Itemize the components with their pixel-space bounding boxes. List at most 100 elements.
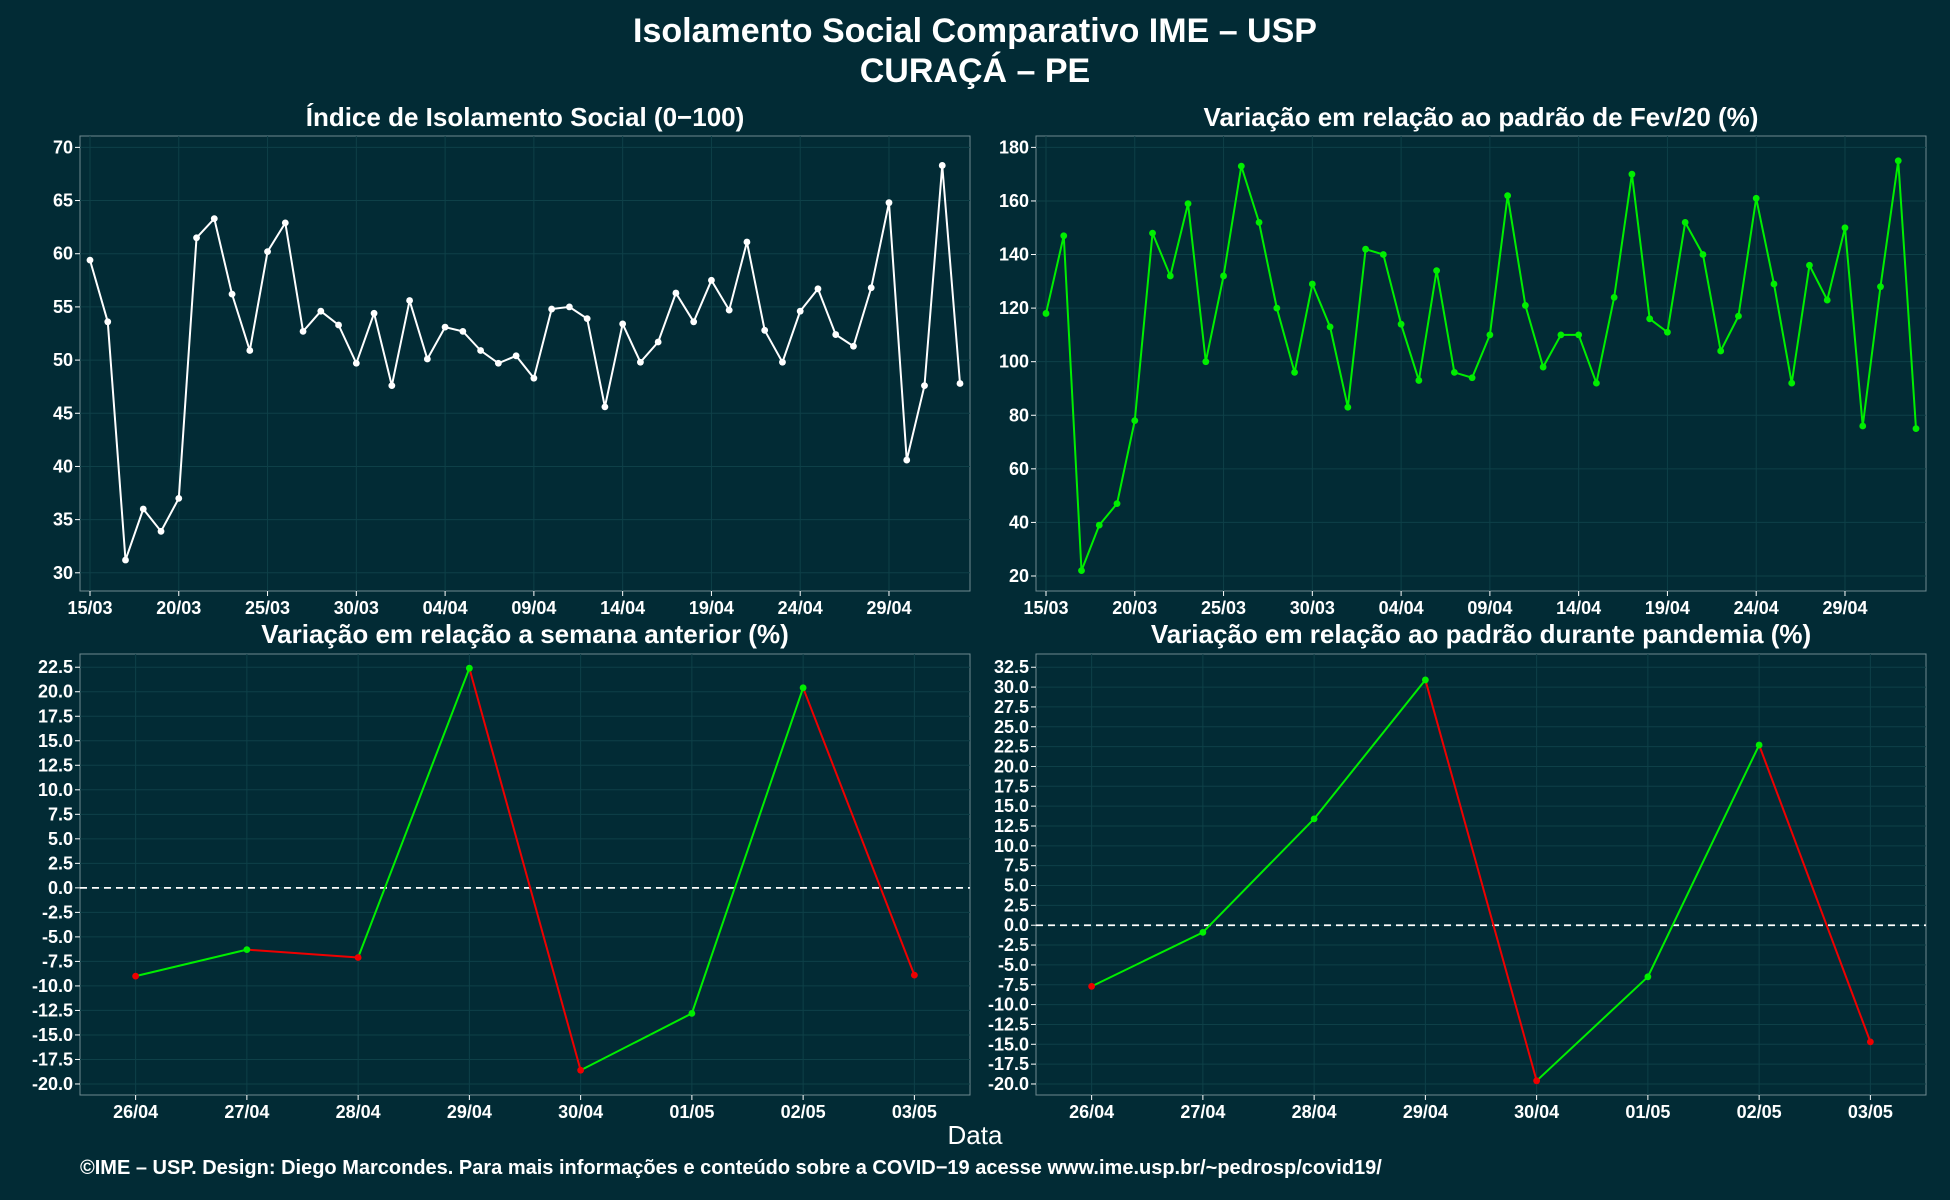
x-tick-label: 28/04: [1292, 1102, 1337, 1122]
y-tick-label: -7.5: [998, 975, 1029, 995]
data-point: [832, 331, 840, 338]
data-point: [1681, 218, 1689, 226]
data-point: [1866, 1038, 1874, 1046]
x-tick-label: 30/03: [334, 598, 379, 618]
plot-frame: [1035, 135, 1927, 592]
data-point: [1841, 224, 1849, 232]
y-tick-label: -10.0: [32, 976, 73, 996]
x-tick-label: 28/04: [336, 1102, 381, 1122]
data-point: [1533, 1077, 1541, 1085]
data-point: [867, 284, 875, 292]
panel-title-variation-feb20: Variação em relação ao padrão de Fev/20 …: [1203, 102, 1759, 132]
x-tick-label: 14/04: [1556, 598, 1601, 618]
data-point: [1199, 928, 1207, 936]
data-point: [86, 256, 94, 264]
data-point: [921, 382, 928, 390]
y-tick-label: 60: [1009, 459, 1029, 479]
x-tick-label: 25/03: [1201, 598, 1246, 618]
y-tick-label: 25.0: [994, 717, 1029, 737]
y-tick-label: 160: [999, 191, 1029, 211]
y-tick-label: 35: [53, 510, 73, 530]
data-point: [243, 946, 251, 954]
y-tick-label: 2.5: [1004, 895, 1029, 915]
y-tick-label: -17.5: [988, 1054, 1029, 1074]
rising-segment: [580, 1012, 693, 1072]
y-tick-label: 30.0: [994, 677, 1029, 697]
data-point: [1421, 676, 1429, 684]
y-tick-label: 2.5: [48, 853, 73, 873]
data-point: [1255, 218, 1263, 226]
data-point: [1060, 232, 1068, 240]
x-tick-label: 19/04: [689, 598, 734, 618]
data-point: [1735, 312, 1742, 320]
x-tick-label: 24/04: [778, 598, 823, 618]
data-point: [796, 307, 804, 315]
y-tick-label: 27.5: [994, 697, 1029, 717]
y-tick-label: 22.5: [38, 657, 73, 677]
plot-frame: [79, 653, 971, 1096]
x-tick-label: 04/04: [423, 598, 468, 618]
data-point: [1095, 521, 1103, 529]
y-tick-label: -2.5: [998, 935, 1029, 955]
y-tick-label: -12.5: [32, 1000, 73, 1020]
x-tick-label: 09/04: [1467, 598, 1512, 618]
data-point: [193, 234, 200, 242]
y-tick-label: -15.0: [32, 1025, 73, 1045]
data-point: [512, 352, 520, 360]
data-point: [1539, 363, 1547, 371]
y-tick-label: 12.5: [994, 816, 1029, 836]
x-tick-label: 09/04: [511, 598, 556, 618]
falling-segment: [802, 687, 916, 976]
y-tick-label: 140: [999, 245, 1029, 265]
y-tick-label: 50: [53, 350, 73, 370]
data-point: [104, 318, 112, 326]
y-tick-label: 15.0: [994, 796, 1029, 816]
falling-segment: [468, 667, 582, 1071]
panel-4: 26/04 27/04 28/04 29/04 30/04 01/05 02/05 03/05…: [988, 653, 1927, 1122]
chart-subtitle: CURAÇÁ – PE: [859, 52, 1091, 90]
data-point: [1344, 403, 1352, 411]
data-point: [1894, 157, 1902, 165]
data-point: [1717, 347, 1725, 355]
y-tick-label: 5.0: [1004, 876, 1029, 896]
data-point: [601, 403, 609, 411]
data-point: [1088, 982, 1096, 990]
data-point: [1504, 192, 1512, 199]
data-point: [157, 527, 165, 535]
x-tick-label: 19/04: [1645, 598, 1690, 618]
data-point: [779, 358, 786, 366]
rising-segment: [1091, 931, 1204, 988]
x-tick-label: 30/04: [558, 1102, 603, 1122]
data-point: [1877, 283, 1884, 291]
data-point: [352, 359, 360, 367]
data-point: [1415, 377, 1423, 384]
data-point: [494, 359, 502, 367]
x-tick-label: 01/05: [1625, 1102, 1670, 1122]
x-tick-label: 29/04: [447, 1102, 492, 1122]
data-point: [743, 238, 751, 246]
data-point: [1699, 251, 1707, 258]
data-point: [814, 285, 822, 293]
data-point: [903, 456, 911, 464]
data-point: [708, 276, 715, 284]
data-point: [1788, 379, 1796, 387]
data-point: [370, 309, 378, 317]
data-point: [441, 323, 449, 331]
y-tick-label: 45: [53, 403, 73, 423]
x-tick-label: 26/04: [113, 1102, 158, 1122]
panel-title-variation-previous-week: Variação em relação a semana anterior (%…: [261, 619, 789, 649]
x-tick-label: 14/04: [600, 598, 645, 618]
y-tick-label: 15.0: [38, 731, 73, 751]
x-tick-label: 20/03: [156, 598, 201, 618]
rising-segment: [1202, 818, 1315, 934]
x-tick-label: 02/05: [1737, 1102, 1782, 1122]
y-tick-label: 55: [53, 297, 73, 317]
data-point: [1610, 293, 1618, 301]
data-point: [799, 684, 807, 692]
y-tick-label: 80: [1009, 405, 1029, 425]
data-point: [1770, 280, 1778, 288]
data-point: [1308, 280, 1316, 288]
panel-title-variation-pandemic: Variação em relação ao padrão durante pa…: [1150, 619, 1812, 649]
data-point: [725, 306, 733, 314]
data-point: [1078, 567, 1085, 575]
